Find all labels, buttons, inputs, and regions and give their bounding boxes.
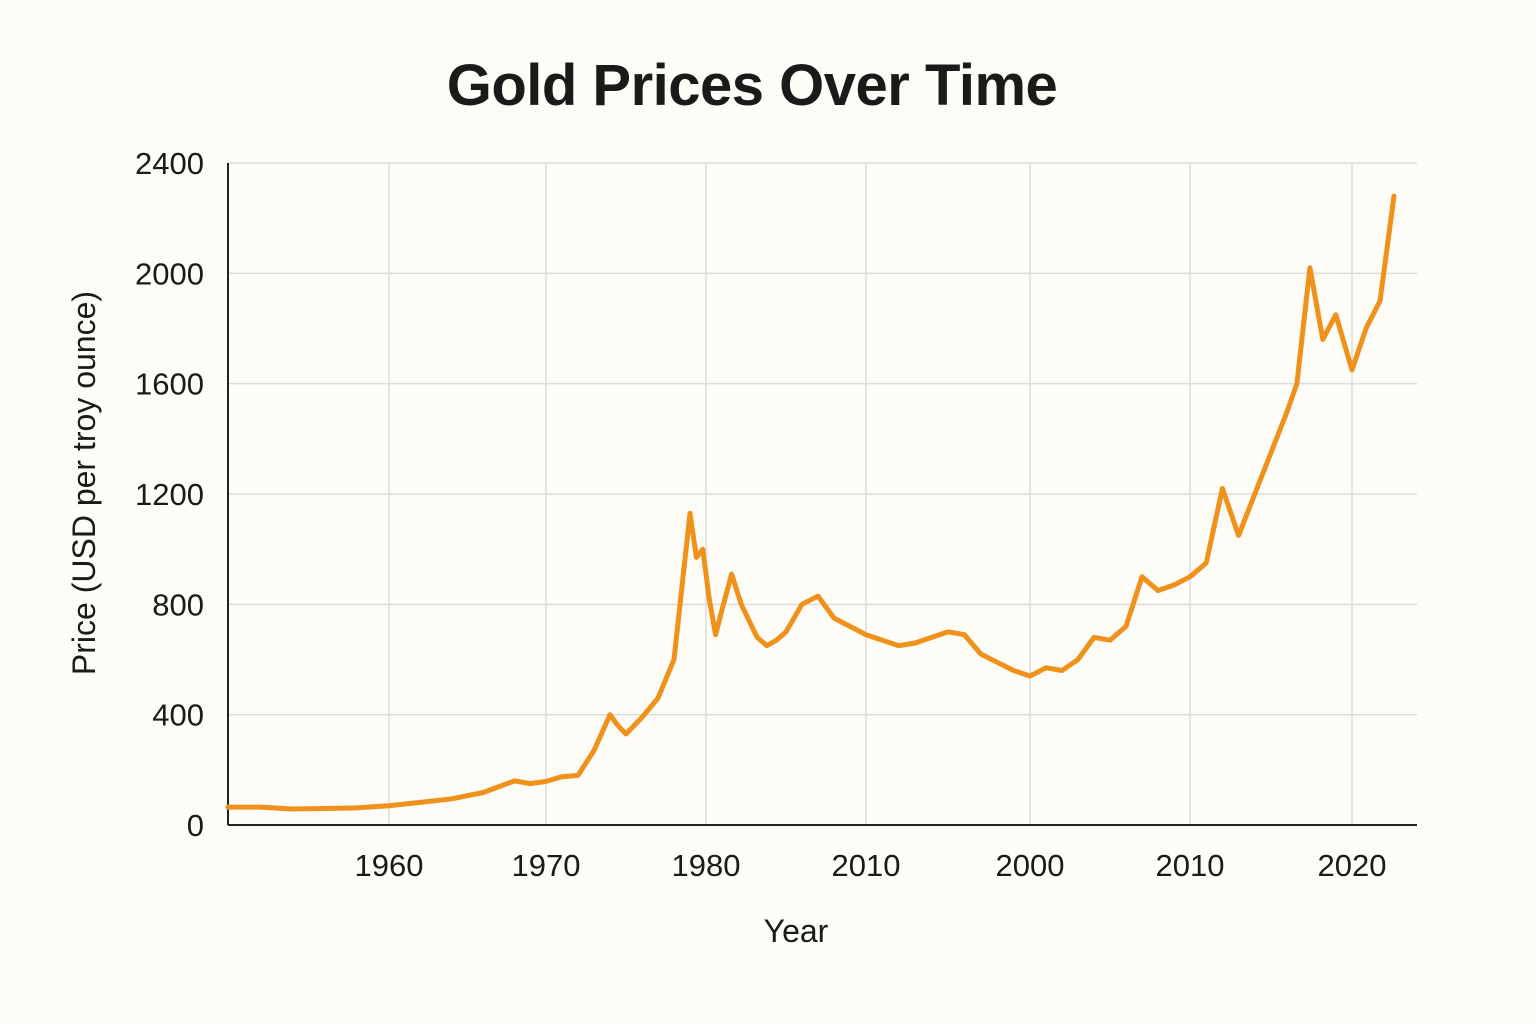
y-tick-label: 1200 <box>135 477 204 512</box>
x-axis-label: Year <box>764 913 829 949</box>
grid <box>228 162 1417 825</box>
x-tick-label: 2020 <box>1318 848 1387 883</box>
x-tick-label: 1980 <box>672 848 741 883</box>
y-tick-label: 0 <box>187 808 204 843</box>
y-tick-label: 400 <box>152 698 204 733</box>
x-tick-label: 2000 <box>996 848 1065 883</box>
y-tick-label: 2000 <box>135 256 204 291</box>
x-tick-label: 2010 <box>832 848 901 883</box>
axes <box>227 163 1417 826</box>
y-axis-label: Price (USD per troy ounce) <box>66 291 102 675</box>
y-axis-ticks: 0 400 800 1200 1600 2000 2400 <box>135 146 204 843</box>
y-tick-label: 2400 <box>135 146 204 181</box>
chart-title: Gold Prices Over Time <box>446 53 1058 118</box>
y-tick-label: 1600 <box>135 367 204 402</box>
x-tick-label: 2010 <box>1156 848 1225 883</box>
x-tick-label: 1960 <box>355 848 424 883</box>
y-tick-label: 800 <box>152 587 204 622</box>
series-group <box>225 193 1397 812</box>
x-axis-ticks: 1960 1970 1980 2010 2000 2010 2020 <box>355 848 1387 883</box>
x-tick-label: 1970 <box>512 848 581 883</box>
gold-price-line <box>225 193 1397 812</box>
